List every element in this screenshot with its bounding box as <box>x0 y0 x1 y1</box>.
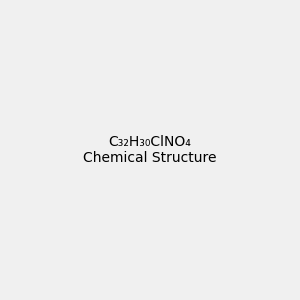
Text: C₃₂H₃₀ClNO₄
Chemical Structure: C₃₂H₃₀ClNO₄ Chemical Structure <box>83 135 217 165</box>
